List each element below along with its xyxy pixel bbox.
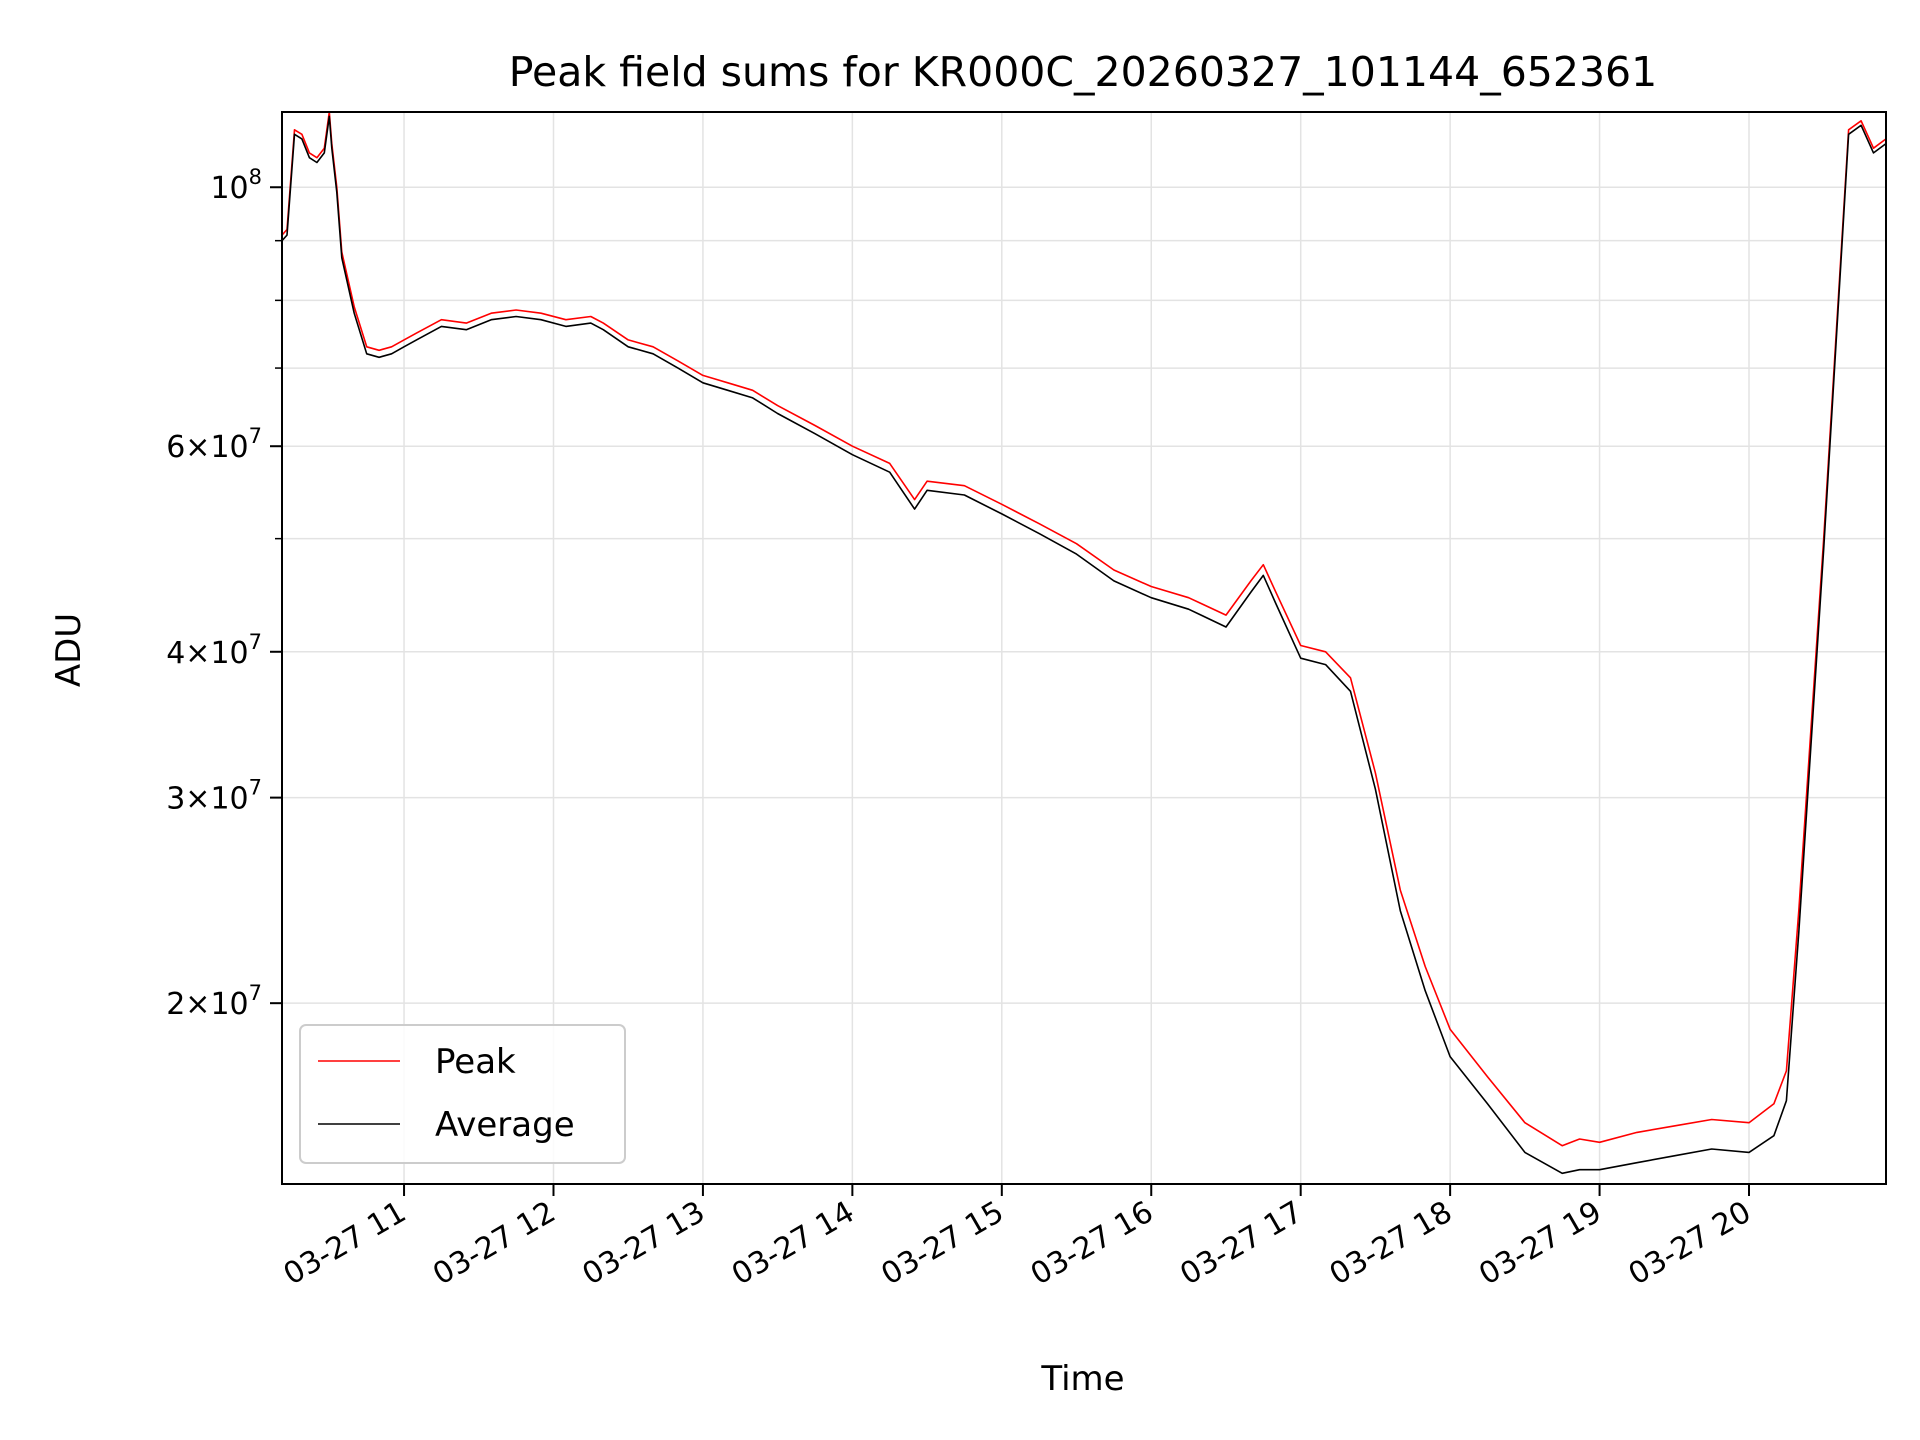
grid <box>282 112 1886 1184</box>
y-tick-label: 2×107 <box>166 981 262 1022</box>
legend-box <box>299 1024 626 1164</box>
chart-title: Peak field sums for KR000C_20260327_1011… <box>509 48 1657 96</box>
series-layer <box>281 111 1887 1175</box>
series-line-peak <box>281 111 1887 1147</box>
plot-frame <box>281 111 1887 1185</box>
legend: Peak Average <box>299 1024 626 1164</box>
legend-label-peak: Peak <box>435 1042 516 1082</box>
y-tick-label: 6×107 <box>166 424 262 465</box>
legend-label-average: Average <box>435 1105 575 1145</box>
series-line-average <box>281 115 1887 1175</box>
y-tick-label: 108 <box>210 165 262 206</box>
x-axis-title: Time <box>1040 1359 1124 1399</box>
y-tick-label: 4×107 <box>166 630 262 671</box>
y-axis-title: ADU <box>49 613 89 687</box>
y-tick-label: 3×107 <box>166 776 262 817</box>
